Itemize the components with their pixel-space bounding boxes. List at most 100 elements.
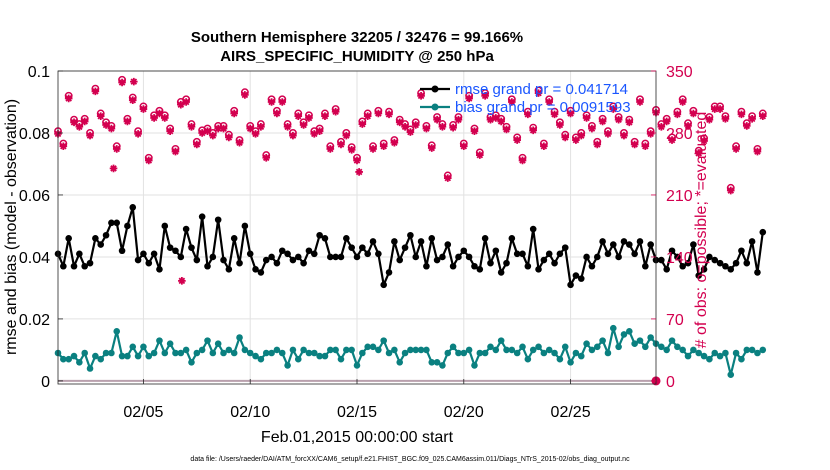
y-tick-label: 0.04 [19,250,50,267]
evaluated-obs-marker [662,117,671,126]
rmse-point [433,256,441,264]
rmse-point [626,241,633,248]
bias-point [310,349,318,357]
rmse-point [124,222,131,230]
rmse-point [577,275,585,282]
evaluated-obs-marker [550,110,559,119]
rmse-point [225,266,233,273]
bias-point [593,343,601,351]
rmse-point [748,238,756,245]
evaluated-obs-marker [401,122,409,131]
rmse-point [407,231,414,239]
x-tick-label: 02/20 [444,404,484,421]
y2-tick-label: 210 [666,188,693,205]
evaluated-obs-marker [716,105,724,113]
rmse-point [209,253,217,261]
rmse-point [156,266,163,273]
bias-point [60,355,67,363]
bias-point [343,346,350,354]
evaluated-obs-marker [385,110,393,119]
bias-point [289,346,297,354]
rmse-point [674,253,681,261]
outlier-obs-marker [130,77,138,86]
bias-point [124,352,131,360]
bias-point [583,340,590,348]
rmse-point [294,253,302,261]
bias-point [567,359,574,366]
bias-point [626,328,633,335]
bias-point [209,349,217,357]
evaluated-obs-marker [315,127,324,136]
evaluated-obs-marker [107,124,116,133]
rmse-point [97,241,105,248]
bias-point [540,349,548,357]
rmse-point [647,241,654,248]
bias-point [455,349,462,357]
x-tick-label: 02/25 [551,404,591,421]
evaluated-obs-marker [476,151,484,159]
obs-count-markers [54,75,767,386]
rmse-point [455,253,462,261]
bias-point [188,359,195,366]
evaluated-obs-marker [289,131,297,140]
evaluated-obs-marker [102,121,110,129]
evaluated-obs-marker [572,136,580,144]
bias-point [316,352,323,360]
rmse-point [732,259,740,267]
evaluated-obs-marker [534,89,543,97]
evaluated-obs-marker [342,131,351,140]
rmse-point [113,219,121,227]
evaluated-obs-marker [406,128,415,136]
rmse-point [513,250,521,258]
evaluated-obs-marker [438,122,447,131]
bias-point [727,371,735,379]
rmse-point [615,253,622,261]
bias-point [198,346,206,354]
outlier-obs-marker [355,168,363,176]
bias-point [508,346,516,354]
rmse-point [588,262,596,270]
bias-point [305,349,313,357]
rmse-point [305,247,313,255]
y-axis-label: rmse and bias (model - observation) [3,99,20,355]
evaluated-obs-marker [449,123,457,132]
bias-point [118,352,126,360]
bias-point [332,346,339,354]
rmse-point [465,253,473,261]
bias-point [262,349,270,357]
legend-rmse-marker [431,85,439,93]
bias-point [193,349,201,357]
rmse-point [503,259,510,267]
evaluated-obs-marker [96,112,105,120]
bias-point [433,359,441,366]
rmse-point [70,262,78,270]
evaluated-obs-marker [262,153,271,162]
rmse-point [81,262,88,270]
rmse-point [700,266,708,273]
rmse-point [754,269,761,276]
rmse-point [252,266,259,273]
rmse-point [76,250,83,258]
bias-point [609,324,617,332]
bias-point [690,346,697,354]
rmse-point [471,262,478,270]
evaluated-obs-marker [321,112,329,120]
rmse-point [476,266,484,273]
evaluated-obs-marker [64,94,73,103]
bias-point [166,340,174,348]
rmse-point [604,250,612,258]
outlier-obs-marker [178,277,186,285]
bias-point [658,343,665,351]
evaluated-obs-marker [524,110,532,119]
evaluated-obs-marker [203,127,212,136]
rmse-point [535,266,542,273]
bias-point [161,349,169,357]
bias-point [268,349,275,357]
rmse-point [716,259,724,267]
rmse-point [300,259,307,267]
rmse-point [364,250,371,258]
bias-point [497,337,505,344]
bias-point [375,346,382,354]
rmse-point [663,266,670,273]
